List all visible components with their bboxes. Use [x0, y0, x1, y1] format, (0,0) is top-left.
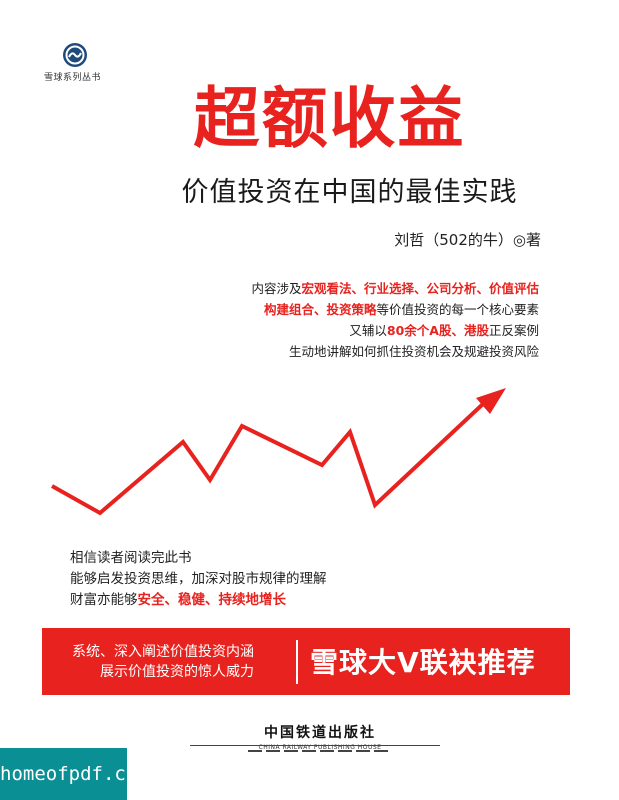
snowball-logo-icon: [63, 43, 87, 67]
trend-arrow-icon: [51, 388, 506, 516]
blurb-line-4: 生动地讲解如何抓住投资机会及规避投资风险: [288, 344, 539, 359]
watermark-label: homeofpdf.com: [0, 748, 149, 800]
blurb-line-1: 内容涉及宏观看法、行业选择、公司分析、价值评估: [251, 281, 539, 296]
publisher-name-cn: 中国铁道出版社: [264, 725, 376, 741]
book-title: 超额收益: [193, 79, 466, 157]
content-blurb: 内容涉及宏观看法、行业选择、公司分析、价值评估 构建组合、投资策略等价值投资的每…: [251, 278, 539, 362]
recommendation-banner: 系统、深入阐述价值投资内涵 展示价值投资的惊人威力 雪球大V联袂推荐: [42, 628, 570, 695]
blurb-line-3: 又辅以80余个A股、港股正反案例: [349, 323, 539, 338]
banner-headline: 雪球大V联袂推荐: [310, 646, 536, 679]
publisher-name-en: CHINA RAILWAY PUBLISHING HOUSE: [258, 744, 382, 751]
reader-line-3: 财富亦能够安全、稳健、持续地增长: [70, 592, 286, 608]
reader-line-2: 能够启发投资思维，加深对股市规律的理解: [70, 571, 327, 587]
publisher-bars: [248, 750, 388, 752]
author-line: 刘哲（502的牛）◎著: [394, 231, 541, 249]
blurb-line-2: 构建组合、投资策略等价值投资的每一个核心要素: [263, 302, 539, 317]
reader-promise: 相信读者阅读完此书 能够启发投资思维，加深对股市规律的理解 财富亦能够安全、稳健…: [70, 548, 327, 611]
publisher-logo: 中国铁道出版社 CHINA RAILWAY PUBLISHING HOUSE: [240, 722, 400, 751]
banner-line-2: 展示价值投资的惊人威力: [100, 664, 254, 680]
reader-line-1: 相信读者阅读完此书: [70, 550, 192, 566]
publisher-rule: [190, 745, 440, 746]
banner-line-1: 系统、深入阐述价值投资内涵: [72, 644, 254, 660]
series-name: 雪球系列丛书: [44, 73, 102, 83]
banner-divider: [296, 640, 298, 684]
banner-description: 系统、深入阐述价值投资内涵 展示价值投资的惊人威力: [72, 642, 254, 682]
book-subtitle: 价值投资在中国的最佳实践: [181, 177, 518, 208]
